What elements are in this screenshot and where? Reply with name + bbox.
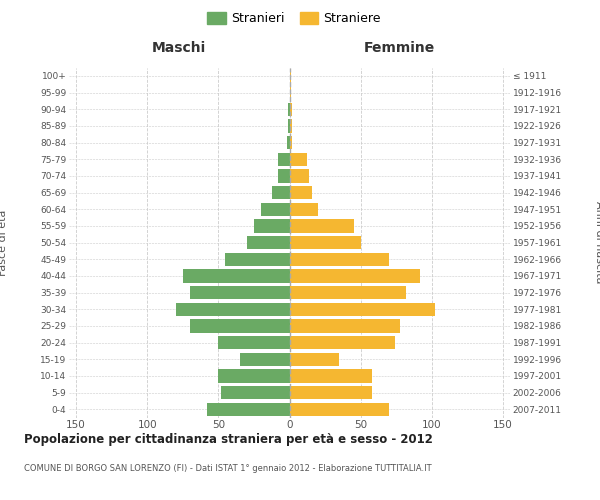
Bar — [290, 152, 307, 166]
Bar — [290, 119, 292, 132]
Bar — [290, 319, 400, 332]
Bar — [290, 169, 310, 182]
Bar — [240, 352, 290, 366]
Bar — [290, 136, 292, 149]
Text: COMUNE DI BORGO SAN LORENZO (FI) - Dati ISTAT 1° gennaio 2012 - Elaborazione TUT: COMUNE DI BORGO SAN LORENZO (FI) - Dati … — [24, 464, 431, 473]
Text: Femmine: Femmine — [364, 41, 436, 55]
Bar — [290, 236, 361, 249]
Bar — [254, 219, 290, 232]
Bar — [290, 69, 291, 82]
Bar — [278, 169, 290, 182]
Bar — [218, 369, 290, 382]
Bar — [247, 236, 290, 249]
Bar — [290, 219, 353, 232]
Bar — [218, 336, 290, 349]
Bar — [278, 152, 290, 166]
Bar — [290, 102, 292, 116]
Bar — [261, 202, 290, 216]
Bar — [290, 186, 312, 199]
Bar — [287, 136, 290, 149]
Text: Popolazione per cittadinanza straniera per età e sesso - 2012: Popolazione per cittadinanza straniera p… — [24, 432, 433, 446]
Bar — [290, 302, 434, 316]
Bar — [207, 402, 290, 416]
Bar — [290, 269, 421, 282]
Bar — [226, 252, 290, 266]
Bar — [290, 286, 406, 299]
Legend: Stranieri, Straniere: Stranieri, Straniere — [202, 7, 386, 30]
Bar — [290, 252, 389, 266]
Bar — [183, 269, 290, 282]
Bar — [290, 336, 395, 349]
Text: Anni di nascita: Anni di nascita — [594, 201, 600, 284]
Text: Fasce di età: Fasce di età — [0, 210, 8, 276]
Bar — [288, 102, 290, 116]
Bar — [176, 302, 290, 316]
Bar — [290, 402, 389, 416]
Bar — [288, 119, 290, 132]
Text: Maschi: Maschi — [152, 41, 206, 55]
Bar — [290, 369, 372, 382]
Bar — [290, 202, 318, 216]
Bar — [190, 319, 290, 332]
Bar — [272, 186, 290, 199]
Bar — [190, 286, 290, 299]
Bar — [221, 386, 290, 399]
Bar — [290, 386, 372, 399]
Bar — [290, 86, 291, 99]
Bar — [290, 352, 339, 366]
